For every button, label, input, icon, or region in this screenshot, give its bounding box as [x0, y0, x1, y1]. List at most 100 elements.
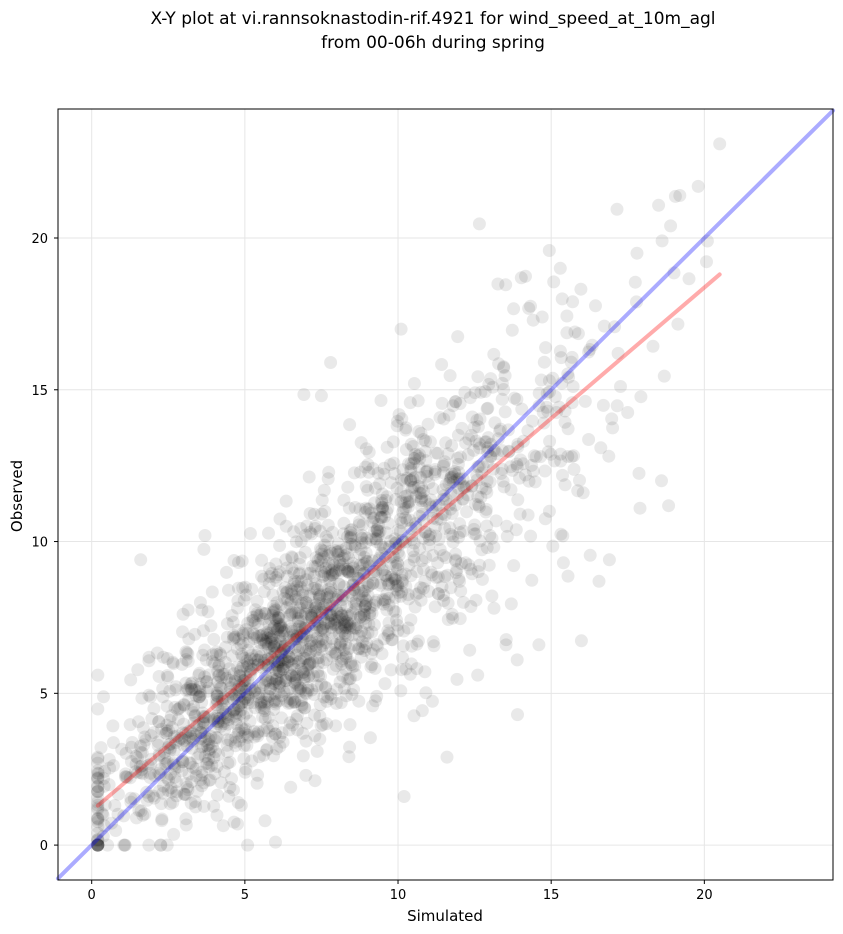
- scatter-point: [385, 570, 399, 584]
- scatter-point: [558, 478, 572, 492]
- scatter-point: [390, 481, 404, 495]
- scatter-point: [280, 561, 294, 575]
- scatter-point: [510, 392, 524, 406]
- scatter-point: [258, 814, 272, 828]
- scatter-point: [169, 680, 183, 694]
- scatter-point: [192, 718, 206, 732]
- scatter-point: [190, 719, 204, 733]
- scatter-point: [91, 772, 105, 785]
- scatter-point: [91, 812, 105, 825]
- scatter-point: [200, 675, 214, 689]
- scatter-point: [256, 628, 270, 642]
- scatter-point: [608, 320, 622, 334]
- scatter-point: [127, 792, 141, 806]
- scatter-point: [337, 493, 351, 507]
- y-tick-label: 15: [31, 384, 48, 399]
- scatter-point: [423, 533, 437, 547]
- scatter-point: [260, 743, 273, 757]
- scatter-point: [286, 652, 300, 666]
- scatter-point: [300, 578, 314, 592]
- scatter-point: [511, 708, 524, 722]
- scatter-point: [377, 461, 391, 475]
- scatter-point: [227, 688, 241, 702]
- scatter-point: [375, 510, 389, 524]
- scatter-point: [241, 838, 255, 852]
- scatter-point: [382, 616, 396, 630]
- scatter-point: [297, 673, 311, 687]
- scatter-point: [271, 660, 285, 674]
- scatter-point: [294, 614, 308, 628]
- scatter-point: [91, 771, 105, 784]
- scatter-point: [459, 480, 473, 494]
- scatter-point: [283, 716, 297, 730]
- scatter-point: [167, 743, 181, 757]
- scatter-point: [103, 761, 117, 775]
- scatter-point: [232, 632, 246, 646]
- scatter-point: [343, 526, 357, 539]
- scatter-point: [391, 578, 405, 592]
- scatter-point: [355, 624, 368, 638]
- scatter-point: [464, 428, 478, 442]
- scatter-point: [348, 501, 362, 514]
- scatter-point: [307, 570, 321, 583]
- scatter-point: [359, 546, 373, 560]
- scatter-point: [242, 659, 256, 673]
- scatter-point: [445, 439, 459, 453]
- scatter-point: [480, 485, 494, 499]
- scatter-point: [377, 632, 391, 646]
- scatter-point: [390, 613, 404, 627]
- scatter-point: [405, 533, 419, 547]
- scatter-point: [220, 565, 233, 579]
- scatter-point: [387, 550, 401, 564]
- scatter-point: [283, 696, 297, 710]
- scatter-point: [438, 570, 452, 584]
- scatter-point: [300, 687, 313, 701]
- scatter-point: [256, 612, 270, 626]
- scatter-point: [378, 677, 392, 691]
- scatter-point: [274, 647, 288, 661]
- scatter-point: [521, 508, 535, 522]
- scatter-point: [345, 688, 359, 701]
- scatter-point: [185, 682, 199, 696]
- scatter-point: [170, 789, 183, 803]
- scatter-point: [472, 498, 485, 512]
- scatter-point: [437, 458, 451, 472]
- scatter-point: [395, 568, 409, 582]
- scatter-point: [269, 835, 282, 849]
- scatter-point: [267, 749, 281, 763]
- x-tick-label: 0: [88, 888, 96, 903]
- scatter-point: [225, 609, 239, 623]
- scatter-point: [181, 725, 195, 739]
- scatter-point: [245, 582, 259, 596]
- scatter-point: [363, 601, 377, 615]
- scatter-point: [227, 703, 241, 717]
- scatter-point: [375, 564, 389, 577]
- scatter-point: [713, 137, 727, 151]
- scatter-point: [321, 472, 335, 486]
- scatter-point: [257, 637, 271, 651]
- scatter-point: [340, 647, 354, 661]
- scatter-point: [547, 275, 561, 289]
- scatter-point: [673, 189, 687, 202]
- scatter-point: [316, 633, 330, 647]
- scatter-point: [400, 514, 414, 527]
- scatter-point: [251, 658, 265, 672]
- scatter-point: [362, 465, 376, 479]
- scatter-point: [196, 716, 210, 730]
- scatter-point: [184, 680, 197, 693]
- scatter-point: [263, 682, 277, 696]
- scatter-point: [426, 635, 440, 649]
- scatter-point: [328, 618, 342, 632]
- scatter-point: [371, 518, 385, 531]
- scatter-point: [344, 658, 358, 672]
- scatter-point: [165, 785, 179, 799]
- scatter-point: [404, 464, 418, 478]
- scatter-point: [91, 826, 105, 840]
- scatter-point: [352, 582, 366, 595]
- scatter-point: [348, 659, 362, 673]
- scatter-point: [226, 692, 240, 706]
- scatter-point: [211, 701, 225, 715]
- scatter-point: [182, 693, 196, 707]
- scatter-point: [413, 486, 427, 500]
